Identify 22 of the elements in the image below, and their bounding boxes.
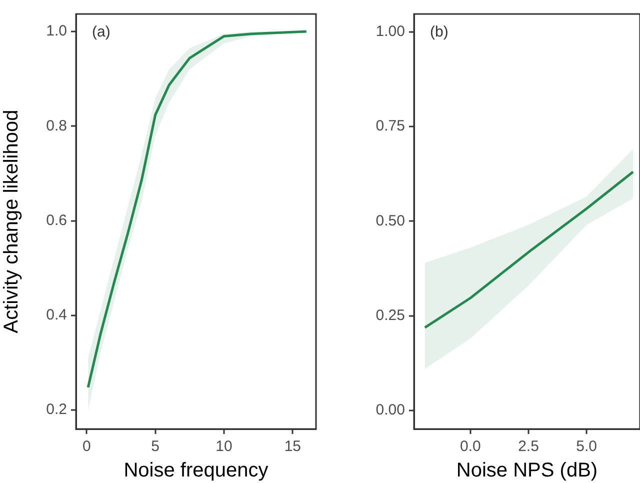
y-axis-title: Activity change likelihood xyxy=(0,110,23,334)
y-tick-label: 0.6 xyxy=(46,212,67,229)
annotation: (a) xyxy=(92,24,110,41)
x-tick-label: 5.0 xyxy=(576,438,598,456)
x-tick-label: 10 xyxy=(216,438,232,456)
x-tick-label: 0.0 xyxy=(460,438,481,456)
x-tick-label: 5 xyxy=(151,438,160,456)
y-tick-label: 0.25 xyxy=(376,306,405,324)
x-tick-label: 2.5 xyxy=(518,438,539,456)
y-tick-label: 1.00 xyxy=(376,22,405,40)
x-tick-label: 0 xyxy=(82,438,91,456)
y-tick-label: 0.8 xyxy=(46,117,67,134)
x-axis-title: Noise frequency xyxy=(124,460,268,482)
x-tick-label: 15 xyxy=(284,438,302,456)
y-tick-label: 0.50 xyxy=(376,212,405,230)
y-tick-label: 0.4 xyxy=(46,306,67,324)
y-tick-label: 0.2 xyxy=(46,401,67,418)
x-axis-title: Noise NPS (dB) xyxy=(456,460,598,482)
annotation: (b) xyxy=(430,24,448,41)
y-tick-label: 1.0 xyxy=(46,22,67,40)
y-tick-label: 0.00 xyxy=(376,402,405,419)
y-tick-label: 0.75 xyxy=(376,118,405,135)
